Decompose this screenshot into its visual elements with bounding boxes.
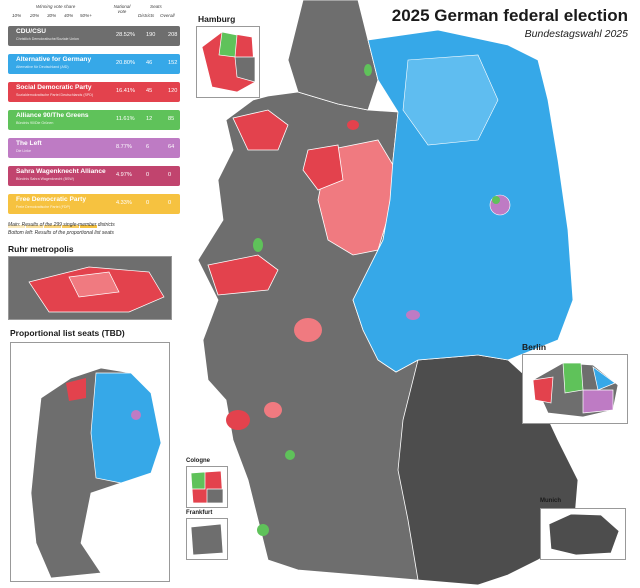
party-overall: 64 bbox=[168, 144, 175, 150]
region-spd-saar bbox=[264, 402, 282, 418]
party-overall: 120 bbox=[168, 88, 178, 94]
scale-step bbox=[26, 225, 43, 228]
party-districts: 190 bbox=[146, 32, 156, 38]
tick-30: 30% bbox=[47, 13, 57, 18]
inset-title-frankfurt: Frankfurt bbox=[186, 510, 213, 516]
party-vote: 11.61% bbox=[116, 116, 135, 122]
map-subtitle: Bundestagswahl 2025 bbox=[524, 28, 628, 40]
party-name: Alternative for Germany bbox=[16, 56, 92, 63]
party-districts: 0 bbox=[146, 200, 150, 206]
inset-title-berlin: Berlin bbox=[522, 342, 547, 352]
tick-40: 40% bbox=[64, 13, 74, 18]
party-row: Alliance 90/The Greens Bündnis 90/Die Grü… bbox=[8, 110, 180, 130]
inset-ruhr bbox=[8, 256, 172, 320]
party-row: Social Democratic Party Sozialdemokratisc… bbox=[8, 82, 180, 102]
region-spd-kassel bbox=[294, 318, 322, 342]
tick-10: 10% bbox=[12, 13, 22, 18]
overall-header: Overall bbox=[160, 13, 175, 18]
party-overall: 0 bbox=[168, 200, 172, 206]
inset-frankfurt bbox=[186, 518, 228, 560]
scale-step bbox=[62, 225, 79, 228]
party-districts: 12 bbox=[146, 116, 153, 122]
party-name: Social Democratic Party bbox=[16, 84, 92, 91]
region-berlin-green bbox=[492, 196, 500, 204]
region-east-afd-light bbox=[402, 54, 499, 146]
inset-title-ruhr: Ruhr metropolis bbox=[8, 244, 74, 254]
inset-proportional bbox=[10, 342, 170, 582]
party-row: Free Democratic Party Freie Demokratische… bbox=[8, 194, 180, 214]
party-districts: 46 bbox=[146, 60, 153, 66]
party-row: Sahra Wagenknecht Alliance Bündnis Sahra … bbox=[8, 166, 180, 186]
inset-title-munich: Munich bbox=[540, 498, 561, 504]
region-spd-north bbox=[232, 109, 289, 151]
inset-berlin bbox=[522, 354, 628, 424]
party-subname: Bündnis 90/Die Grünen bbox=[16, 121, 54, 125]
region-north bbox=[287, 0, 379, 111]
region-spd-hannover bbox=[302, 144, 344, 191]
party-scale-bar bbox=[8, 131, 180, 144]
tick-20: 20% bbox=[30, 13, 40, 18]
vote-share-header: Winning vote share bbox=[36, 4, 76, 9]
national-vote-header: National vote bbox=[113, 4, 131, 14]
scale-step bbox=[8, 225, 25, 228]
party-overall: 0 bbox=[168, 172, 172, 178]
party-vote: 8.77% bbox=[116, 144, 132, 150]
inset-hamburg bbox=[196, 26, 260, 98]
region-left-leipzig bbox=[406, 310, 420, 320]
party-name: CDU/CSU bbox=[16, 28, 47, 35]
party-vote: 4.33% bbox=[116, 200, 132, 206]
scale-step bbox=[44, 225, 61, 228]
inset-title-hamburg: Hamburg bbox=[198, 14, 236, 24]
party-row: Alternative for Germany Alternative für D… bbox=[8, 54, 180, 74]
region-green-frankfurt bbox=[285, 450, 295, 460]
tick-50: 50%+ bbox=[80, 13, 92, 18]
party-districts: 0 bbox=[146, 172, 150, 178]
note-main: Main: Results of the 299 single-member d… bbox=[8, 222, 115, 228]
party-scale-bar bbox=[8, 159, 180, 172]
party-subname: Christlich Demokratische/Soziale Union bbox=[16, 37, 79, 41]
party-subname: Bündnis Sahra Wagenknecht (BSW) bbox=[16, 177, 74, 181]
party-scale-bar bbox=[8, 103, 180, 116]
inset-cologne bbox=[186, 466, 228, 508]
party-scale-bar bbox=[8, 215, 180, 228]
party-subname: Freie Demokratische Partei (FDP) bbox=[16, 205, 71, 209]
party-vote: 4.97% bbox=[116, 172, 132, 178]
inset-munich bbox=[540, 508, 626, 560]
party-overall: 208 bbox=[168, 32, 178, 38]
note-bottom-left: Bottom left: Results of the proportional… bbox=[8, 230, 114, 236]
region-spd-ruhr bbox=[207, 254, 279, 296]
party-vote: 20.80% bbox=[116, 60, 135, 66]
party-scale-bar bbox=[8, 187, 180, 200]
map-title: 2025 German federal election bbox=[391, 6, 628, 25]
region-green-north bbox=[364, 64, 372, 76]
region-green-cologne bbox=[253, 238, 263, 252]
party-scale-bar bbox=[8, 75, 180, 88]
party-districts: 6 bbox=[146, 144, 150, 150]
party-row: The Left Die Linke 8.77% 6 64 bbox=[8, 138, 180, 158]
scale-step bbox=[80, 225, 97, 228]
region-green-south bbox=[257, 524, 269, 536]
party-districts: 45 bbox=[146, 88, 153, 94]
party-row: CDU/CSU Christlich Demokratische/Soziale … bbox=[8, 26, 180, 46]
party-subname: Sozialdemokratische Partei Deutschlands … bbox=[16, 93, 94, 97]
party-vote: 28.52% bbox=[116, 32, 135, 38]
party-subname: Die Linke bbox=[16, 149, 31, 153]
party-name: Free Democratic Party bbox=[16, 196, 87, 203]
party-name: The Left bbox=[16, 140, 42, 147]
party-vote: 16.41% bbox=[116, 88, 135, 94]
party-subname: Alternative für Deutschland (AfD) bbox=[16, 65, 69, 69]
region-hamburg bbox=[347, 120, 359, 130]
party-overall: 85 bbox=[168, 116, 175, 122]
region-spd-rlp bbox=[226, 410, 250, 430]
party-overall: 152 bbox=[168, 60, 178, 66]
inset-title-proportional: Proportional list seats (TBD) bbox=[10, 328, 125, 338]
party-scale-bar bbox=[8, 47, 180, 60]
party-name: Alliance 90/The Greens bbox=[16, 112, 89, 119]
districts-header: Districts bbox=[138, 13, 155, 18]
inset-title-cologne: Cologne bbox=[186, 458, 210, 464]
seats-header: Seats bbox=[150, 4, 162, 9]
party-name: Sahra Wagenknecht Alliance bbox=[16, 168, 106, 175]
